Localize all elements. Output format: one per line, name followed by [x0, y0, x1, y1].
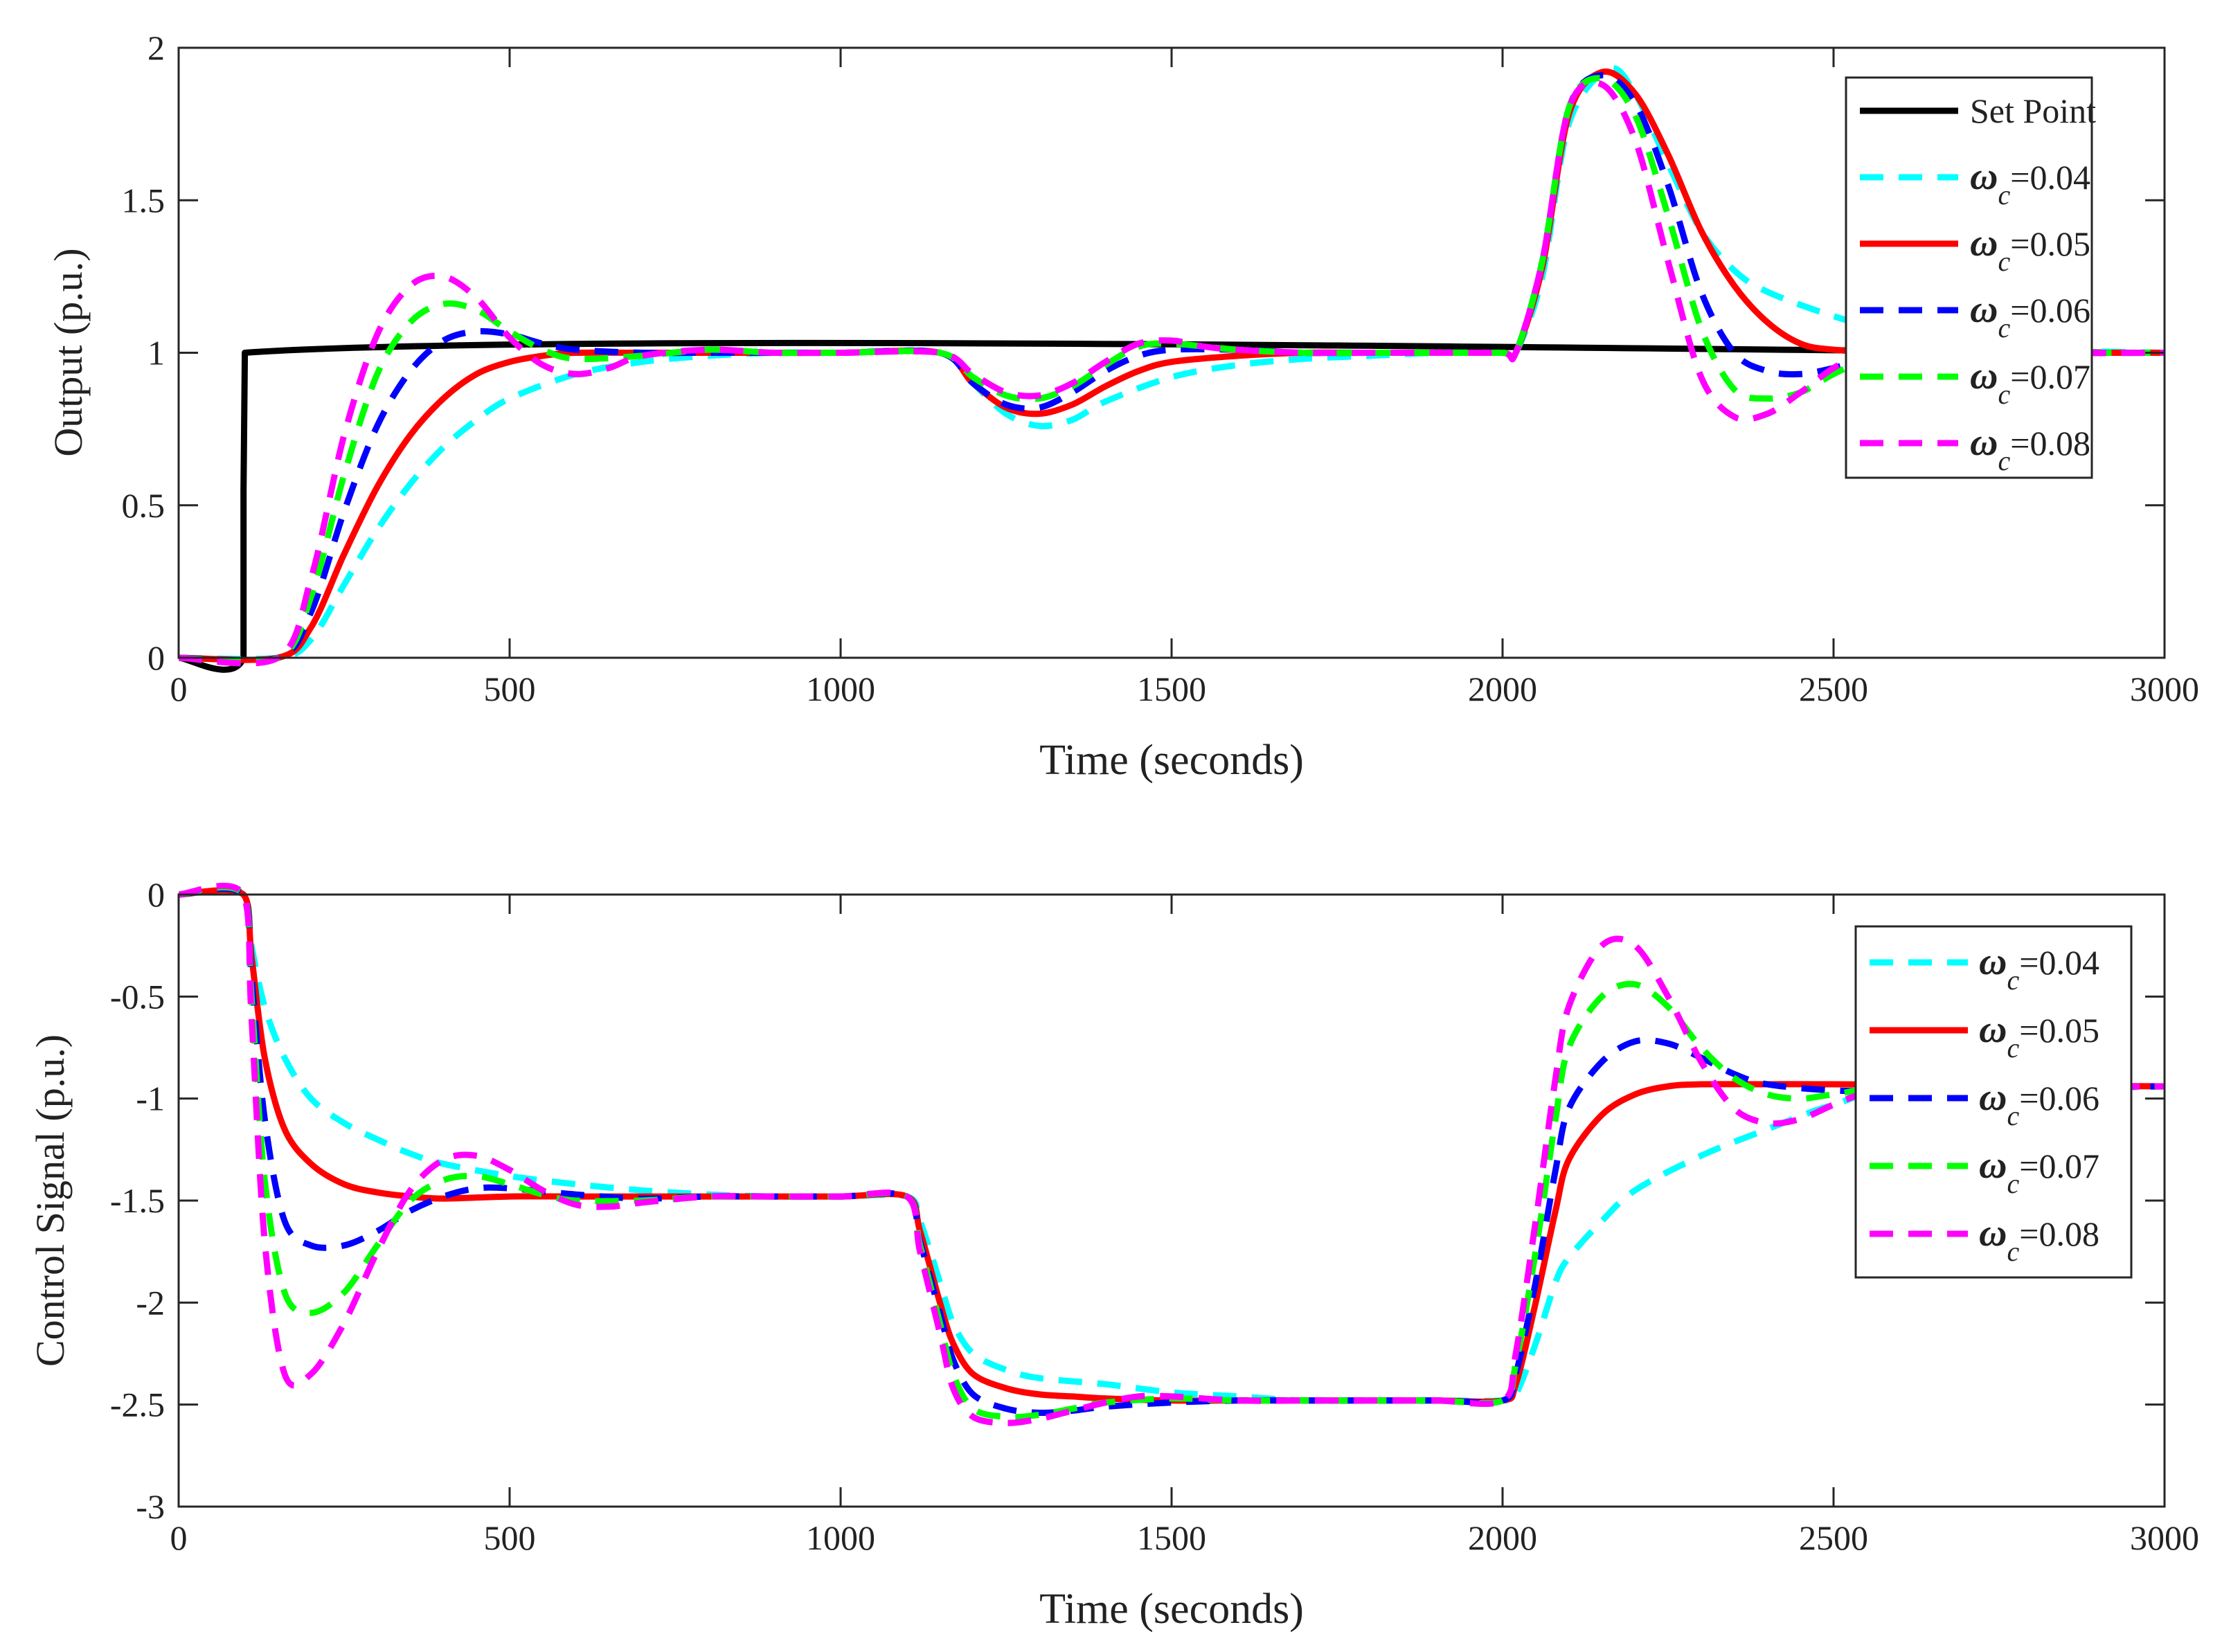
x-tick-label: 3000: [2130, 670, 2199, 708]
output-axis-ticks: 0 500 1000 1500 2000 2500 3000 0 0.5 1 1.5 2: [122, 28, 2200, 708]
x-tick-label: 1000: [806, 670, 875, 708]
y-tick-label: 0: [147, 875, 165, 914]
subscript: c: [1998, 179, 2011, 210]
legend-value: Set Point: [1970, 91, 2096, 130]
subscript: c: [2007, 1236, 2020, 1267]
x-tick-label: 2000: [1468, 1518, 1537, 1557]
x-tick-label: 1500: [1137, 1518, 1206, 1557]
legend-value: =0.06: [2010, 291, 2090, 330]
omega-symbol: ω: [1979, 1076, 2007, 1119]
legend-entry: ωc=0.08: [1979, 1212, 2099, 1267]
y-tick-label: 0: [147, 638, 165, 677]
omega-symbol: ω: [1979, 1008, 2007, 1051]
legend-value: =0.08: [2010, 424, 2090, 463]
series-line-wc-0.06: [178, 72, 2165, 665]
y-tick-label: -1.5: [110, 1181, 165, 1220]
x-tick-label: 0: [170, 1518, 188, 1557]
omega-symbol: ω: [1979, 1212, 2007, 1255]
legend-entry: ωc=0.05: [1970, 222, 2090, 277]
legend-entry: ωc=0.04: [1970, 155, 2090, 210]
legend-value: =0.07: [2010, 357, 2090, 396]
legend-entry: ωc=0.04: [1979, 940, 2099, 996]
output-chart: 0 500 1000 1500 2000 2500 3000 0 0.5 1 1.5 2 Time (…: [46, 28, 2199, 784]
series-line-wc-0.05: [178, 887, 2165, 1405]
omega-symbol: ω: [1970, 421, 1998, 464]
subscript: c: [1998, 312, 2011, 343]
series-line-wc-0.08: [178, 79, 2165, 667]
series-line-wc-0.08: [178, 882, 2165, 1426]
output-axes-box: [177, 46, 2166, 659]
control-signal-x-axis-label: Time (seconds): [1039, 1586, 1304, 1633]
control-signal-chart: 0 500 1000 1500 2000 2500 3000 -3 -2.5 -2 -1.5 -1 -0…: [28, 875, 2199, 1633]
series-line-wc-0.07: [178, 884, 2165, 1421]
y-tick-label: -2: [136, 1283, 165, 1322]
control-signal-axis-ticks: 0 500 1000 1500 2000 2500 3000 -3 -2.5 -2 -1.5 -1 -0…: [110, 875, 2199, 1557]
y-tick-label: -0.5: [110, 977, 165, 1016]
legend-entry: ωc=0.06: [1970, 288, 2090, 343]
legend-entry: ωc=0.07: [1979, 1144, 2099, 1199]
legend-entry: Set Point: [1970, 91, 2096, 130]
x-tick-label: 500: [484, 1518, 536, 1557]
x-tick-label: 2500: [1799, 670, 1868, 708]
omega-symbol: ω: [1970, 155, 1998, 198]
legend-value: =0.04: [2019, 943, 2099, 982]
y-tick-label: 1.5: [122, 181, 165, 219]
series-line-wc-0.04: [178, 64, 2165, 663]
omega-symbol: ω: [1979, 940, 2007, 983]
x-tick-label: 1000: [806, 1518, 875, 1557]
legend-entry: ωc=0.07: [1970, 354, 2090, 410]
subscript: c: [2007, 1100, 2020, 1131]
y-tick-label: 2: [147, 28, 165, 67]
legend-value: =0.07: [2019, 1147, 2099, 1185]
y-tick-label: -1: [136, 1079, 165, 1118]
omega-symbol: ω: [1970, 354, 1998, 397]
y-tick-label: 1: [147, 334, 165, 372]
y-tick-label: -3: [136, 1487, 165, 1526]
legend-entry: ωc=0.08: [1970, 421, 2090, 476]
legend-entry: ωc=0.05: [1979, 1008, 2099, 1063]
y-tick-label: 0.5: [122, 486, 165, 525]
output-legend: Set Pointωc=0.04ωc=0.05ωc=0.06ωc=0.07ωc=…: [1845, 76, 2096, 479]
x-tick-label: 3000: [2130, 1518, 2199, 1557]
output-x-axis-label: Time (seconds): [1039, 737, 1304, 784]
legend-box: [1854, 925, 2133, 1279]
legend-entry: ωc=0.06: [1979, 1076, 2099, 1131]
legend-box: [1845, 76, 2093, 479]
subscript: c: [2007, 1032, 2020, 1063]
series-line-wc-0.05: [178, 68, 2165, 663]
subscript: c: [2007, 964, 2020, 996]
series-line-wc-0.06: [178, 886, 2165, 1417]
x-tick-label: 500: [484, 670, 536, 708]
legend-value: =0.04: [2010, 158, 2090, 197]
y-tick-label: -2.5: [110, 1385, 165, 1424]
omega-symbol: ω: [1970, 222, 1998, 264]
legend-value: =0.05: [2019, 1011, 2099, 1050]
x-tick-label: 2000: [1468, 670, 1537, 708]
output-y-axis-label: Output (p.u.): [46, 248, 91, 456]
control-signal-axes-box: [177, 893, 2166, 1508]
legend-value: =0.05: [2010, 224, 2090, 263]
omega-symbol: ω: [1970, 288, 1998, 331]
subscript: c: [1998, 379, 2011, 410]
legend-value: =0.08: [2019, 1214, 2099, 1253]
x-tick-label: 0: [170, 670, 188, 708]
x-tick-label: 2500: [1799, 1518, 1868, 1557]
control-signal-y-axis-label: Control Signal (p.u.): [28, 1034, 73, 1367]
subscript: c: [1998, 445, 2011, 476]
control-signal-plot-area: [178, 882, 2165, 1426]
series-line-wc-0.04: [178, 888, 2165, 1404]
x-tick-label: 1500: [1137, 670, 1206, 708]
subscript: c: [2007, 1168, 2020, 1199]
omega-symbol: ω: [1979, 1144, 2007, 1187]
legend-value: =0.06: [2019, 1079, 2099, 1117]
subscript: c: [1998, 246, 2011, 277]
